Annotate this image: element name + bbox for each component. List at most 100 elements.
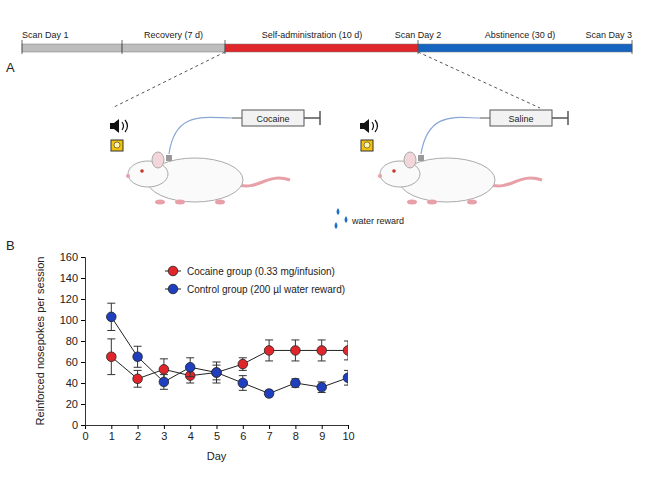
implant bbox=[418, 155, 424, 161]
data-point bbox=[238, 378, 248, 388]
light-bulb bbox=[114, 142, 120, 148]
legend-marker bbox=[168, 284, 178, 294]
rat-nose bbox=[126, 174, 130, 178]
rat-ear bbox=[404, 152, 416, 168]
x-tick: 4 bbox=[188, 425, 194, 442]
data-point bbox=[238, 359, 248, 369]
rat bbox=[378, 152, 542, 205]
x-axis-line bbox=[86, 426, 349, 430]
y-tick: 80 bbox=[66, 335, 85, 347]
error-bar-path bbox=[239, 358, 247, 371]
error-bar-path bbox=[213, 365, 221, 380]
legend: Cocaine group (0.33 mg/infusion) Control … bbox=[165, 266, 345, 295]
error-bar-path bbox=[134, 346, 142, 367]
x-tick-label: 9 bbox=[319, 430, 325, 442]
speaker-waves bbox=[122, 120, 128, 132]
water-drop bbox=[345, 216, 348, 223]
legend-label: Control group (200 µl water reward) bbox=[187, 284, 345, 295]
panel-a: AScan Day 1Scan Day 2Scan Day 3Recovery … bbox=[6, 30, 632, 229]
y-tick-label: 80 bbox=[66, 335, 78, 347]
scan-label: Scan Day 3 bbox=[585, 30, 632, 40]
syringe-label: Cocaine bbox=[256, 114, 289, 124]
phase-label: Recovery (7 d) bbox=[144, 30, 203, 40]
panel-b: B012345678910020406080100120140160DayRei… bbox=[6, 238, 355, 462]
error-bar bbox=[291, 379, 299, 387]
timeline-tick bbox=[22, 40, 23, 54]
rat-nose bbox=[378, 174, 382, 178]
error-bar-path bbox=[291, 379, 299, 387]
tubing bbox=[169, 117, 232, 154]
y-tick: 0 bbox=[72, 419, 85, 431]
y-tick-label: 60 bbox=[66, 356, 78, 368]
speaker-icon bbox=[360, 119, 369, 133]
series bbox=[107, 303, 349, 398]
data-point bbox=[343, 373, 348, 383]
rat-foot bbox=[427, 200, 437, 205]
error-bar bbox=[134, 346, 142, 367]
error-bar bbox=[107, 339, 115, 375]
zoom-line bbox=[112, 52, 225, 108]
y-tick: 160 bbox=[60, 251, 85, 263]
error-bar bbox=[186, 358, 194, 377]
rat-eye bbox=[140, 169, 144, 173]
x-axis-title: Day bbox=[207, 450, 227, 462]
figure: AScan Day 1Scan Day 2Scan Day 3Recovery … bbox=[0, 0, 651, 486]
data-point bbox=[291, 378, 301, 388]
error-bar-path bbox=[239, 376, 247, 391]
legend-item: Control group (200 µl water reward) bbox=[165, 284, 345, 295]
error-bar bbox=[160, 375, 168, 390]
implant bbox=[166, 155, 172, 161]
data-point bbox=[159, 365, 169, 375]
data-point bbox=[317, 382, 327, 392]
timeline-tick bbox=[632, 40, 633, 54]
error-bar-path bbox=[107, 339, 115, 375]
error-bar-path bbox=[344, 341, 348, 360]
x-tick-label: 1 bbox=[109, 430, 115, 442]
timeline-segment bbox=[22, 44, 122, 52]
syringe: Saline bbox=[480, 110, 568, 126]
x-tick-mark bbox=[348, 425, 349, 429]
y-tick-label: 20 bbox=[66, 398, 78, 410]
syringe-plunger bbox=[304, 111, 320, 125]
data-point bbox=[159, 377, 169, 387]
x-tick: 2 bbox=[135, 425, 141, 442]
x-tick-label: 8 bbox=[293, 430, 299, 442]
error-bar bbox=[344, 370, 348, 385]
x-tick: 0 bbox=[82, 425, 88, 442]
timeline-tick bbox=[122, 40, 123, 54]
y-tick-mark bbox=[81, 383, 85, 384]
y-tick: 100 bbox=[60, 314, 85, 326]
error-bar bbox=[107, 303, 115, 330]
series bbox=[107, 339, 349, 387]
y-tick: 120 bbox=[60, 293, 85, 305]
rat-foot bbox=[175, 200, 185, 205]
data-point bbox=[107, 352, 117, 362]
x-axis: 012345678910 bbox=[82, 425, 354, 442]
y-axis: 0 20 40 60 80 100 120 140 160 bbox=[60, 251, 86, 431]
error-bar-path bbox=[160, 375, 168, 390]
speaker-waves bbox=[372, 120, 378, 132]
timeline-segment bbox=[122, 44, 225, 52]
speaker-icon bbox=[110, 119, 119, 133]
x-tick-mark bbox=[322, 425, 323, 429]
syringe-barrel bbox=[242, 110, 304, 126]
y-tick-label: 140 bbox=[60, 272, 78, 284]
x-tick-mark bbox=[217, 425, 218, 429]
legend-label: Cocaine group (0.33 mg/infusion) bbox=[187, 266, 335, 277]
phase-label: Self-administration (10 d) bbox=[262, 30, 363, 40]
x-tick-mark bbox=[243, 425, 244, 429]
y-tick-label: 0 bbox=[72, 419, 78, 431]
y-tick-mark bbox=[81, 320, 85, 321]
y-tick-label: 100 bbox=[60, 314, 78, 326]
error-bar-path bbox=[344, 370, 348, 385]
data-point bbox=[264, 346, 274, 356]
y-tick: 140 bbox=[60, 272, 85, 284]
light-icon bbox=[361, 140, 373, 151]
x-tick: 5 bbox=[214, 425, 220, 442]
error-bar-path bbox=[318, 382, 326, 393]
series-line bbox=[111, 317, 348, 394]
y-tick-label: 40 bbox=[66, 377, 78, 389]
reward-label: water reward bbox=[351, 216, 404, 226]
x-tick-mark bbox=[190, 425, 191, 429]
y-tick: 40 bbox=[66, 377, 85, 389]
